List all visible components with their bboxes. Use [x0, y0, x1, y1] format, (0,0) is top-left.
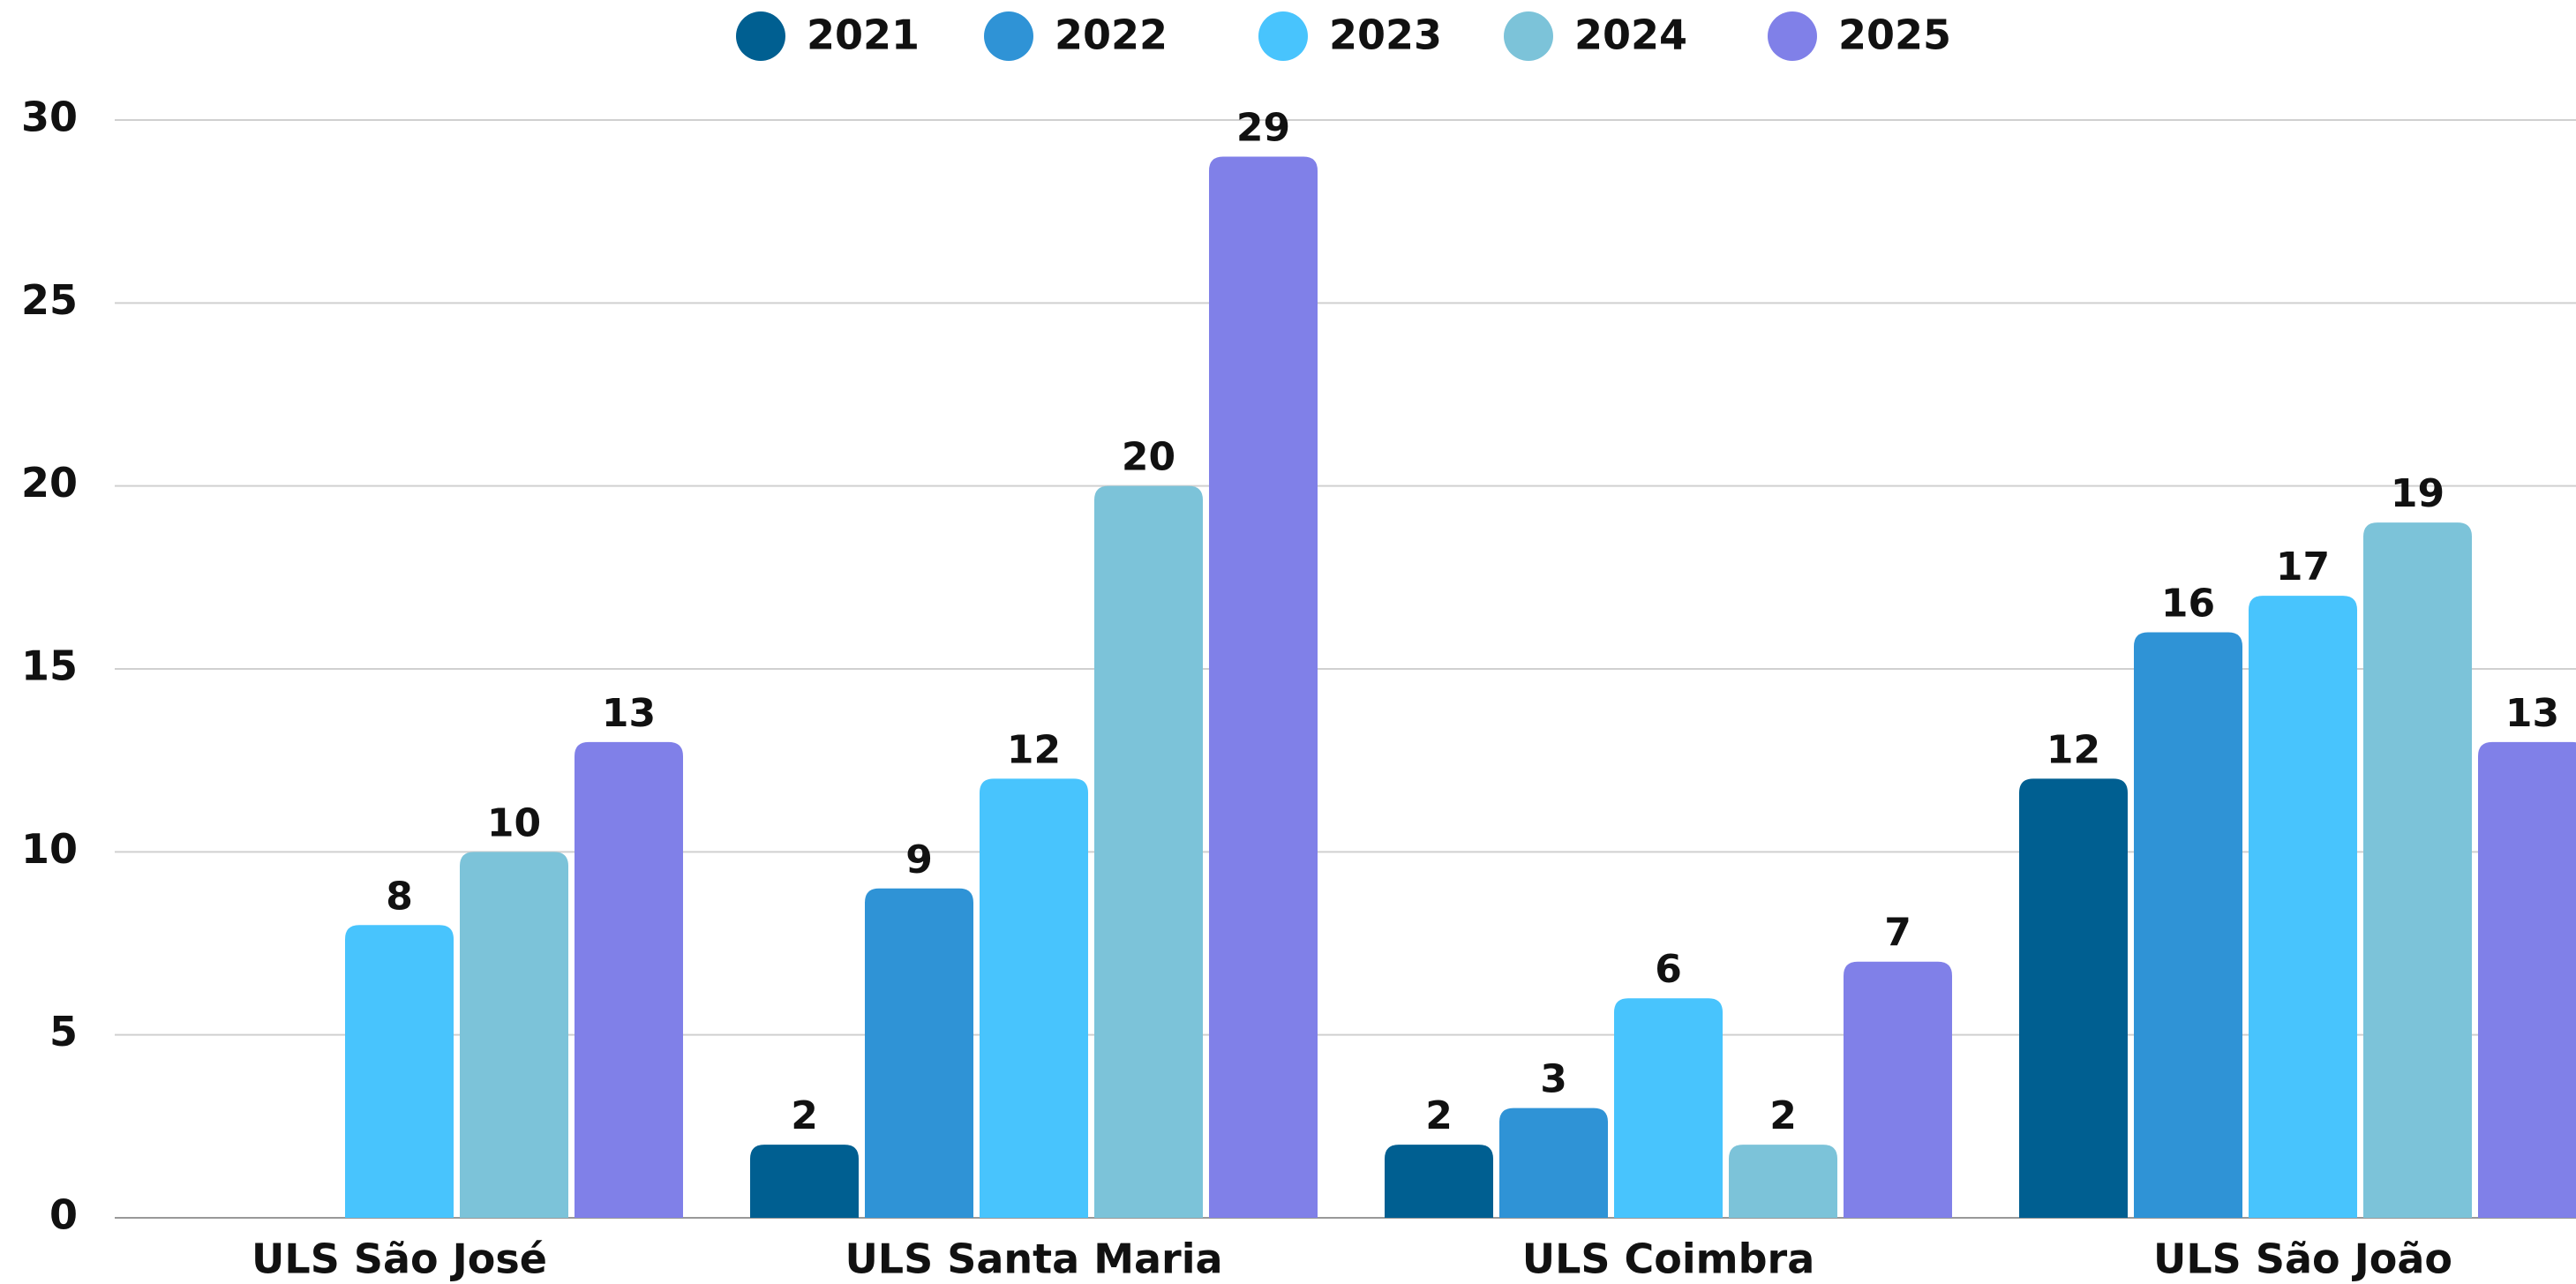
bar — [460, 852, 568, 1218]
data-label: 6 — [1655, 947, 1682, 992]
bar — [865, 888, 973, 1218]
data-label: 16 — [2161, 582, 2215, 627]
bar — [1499, 1108, 1608, 1218]
legend-label: 2025 — [1838, 11, 1951, 59]
y-tick-label: 0 — [49, 1191, 78, 1239]
data-label: 8 — [386, 874, 413, 919]
bar — [2249, 596, 2357, 1218]
bar — [1614, 998, 1723, 1218]
bar — [2478, 741, 2576, 1218]
y-tick-label: 30 — [21, 94, 78, 141]
data-label: 10 — [487, 800, 541, 845]
legend-label: 2021 — [807, 11, 920, 59]
data-label: 7 — [1884, 911, 1911, 956]
bar — [980, 778, 1088, 1218]
bar — [575, 741, 683, 1218]
bar — [750, 1145, 859, 1218]
legend-swatch — [984, 11, 1033, 61]
data-label: 3 — [1540, 1057, 1567, 1102]
legend-swatch — [1258, 11, 1308, 61]
bar — [2134, 632, 2242, 1218]
data-label: 2 — [1425, 1093, 1453, 1138]
bar — [1209, 156, 1318, 1218]
y-tick-label: 10 — [21, 825, 78, 873]
bar — [2019, 778, 2128, 1218]
data-label: 9 — [905, 837, 933, 882]
legend-label: 2023 — [1329, 11, 1442, 59]
x-tick-label: ULS São José — [252, 1235, 547, 1283]
legend-swatch — [736, 11, 785, 61]
bar — [1844, 961, 1952, 1218]
x-tick-label: ULS Santa Maria — [845, 1235, 1222, 1283]
data-label: 13 — [2505, 691, 2559, 736]
bar — [2363, 522, 2472, 1218]
bar — [1094, 485, 1203, 1218]
x-tick-label: ULS São João — [2153, 1235, 2452, 1283]
data-label: 12 — [2047, 727, 2100, 772]
data-label: 17 — [2276, 544, 2330, 589]
legend-label: 2022 — [1055, 11, 1168, 59]
data-label: 29 — [1236, 105, 1290, 150]
bar — [1729, 1145, 1837, 1218]
data-label: 2 — [1769, 1093, 1797, 1138]
legend-label: 2024 — [1574, 11, 1687, 59]
data-label: 19 — [2391, 471, 2445, 516]
y-tick-label: 5 — [49, 1008, 78, 1055]
data-label: 12 — [1007, 727, 1061, 772]
x-tick-label: ULS Coimbra — [1522, 1235, 1815, 1283]
legend-swatch — [1504, 11, 1553, 61]
bar — [345, 925, 454, 1218]
y-tick-label: 20 — [21, 459, 78, 507]
y-tick-label: 25 — [21, 276, 78, 324]
data-label: 20 — [1122, 435, 1175, 480]
data-label: 13 — [602, 691, 656, 736]
data-label: 2 — [791, 1093, 818, 1138]
bar — [1385, 1145, 1493, 1218]
y-tick-label: 15 — [21, 642, 78, 690]
legend-swatch — [1768, 11, 1817, 61]
